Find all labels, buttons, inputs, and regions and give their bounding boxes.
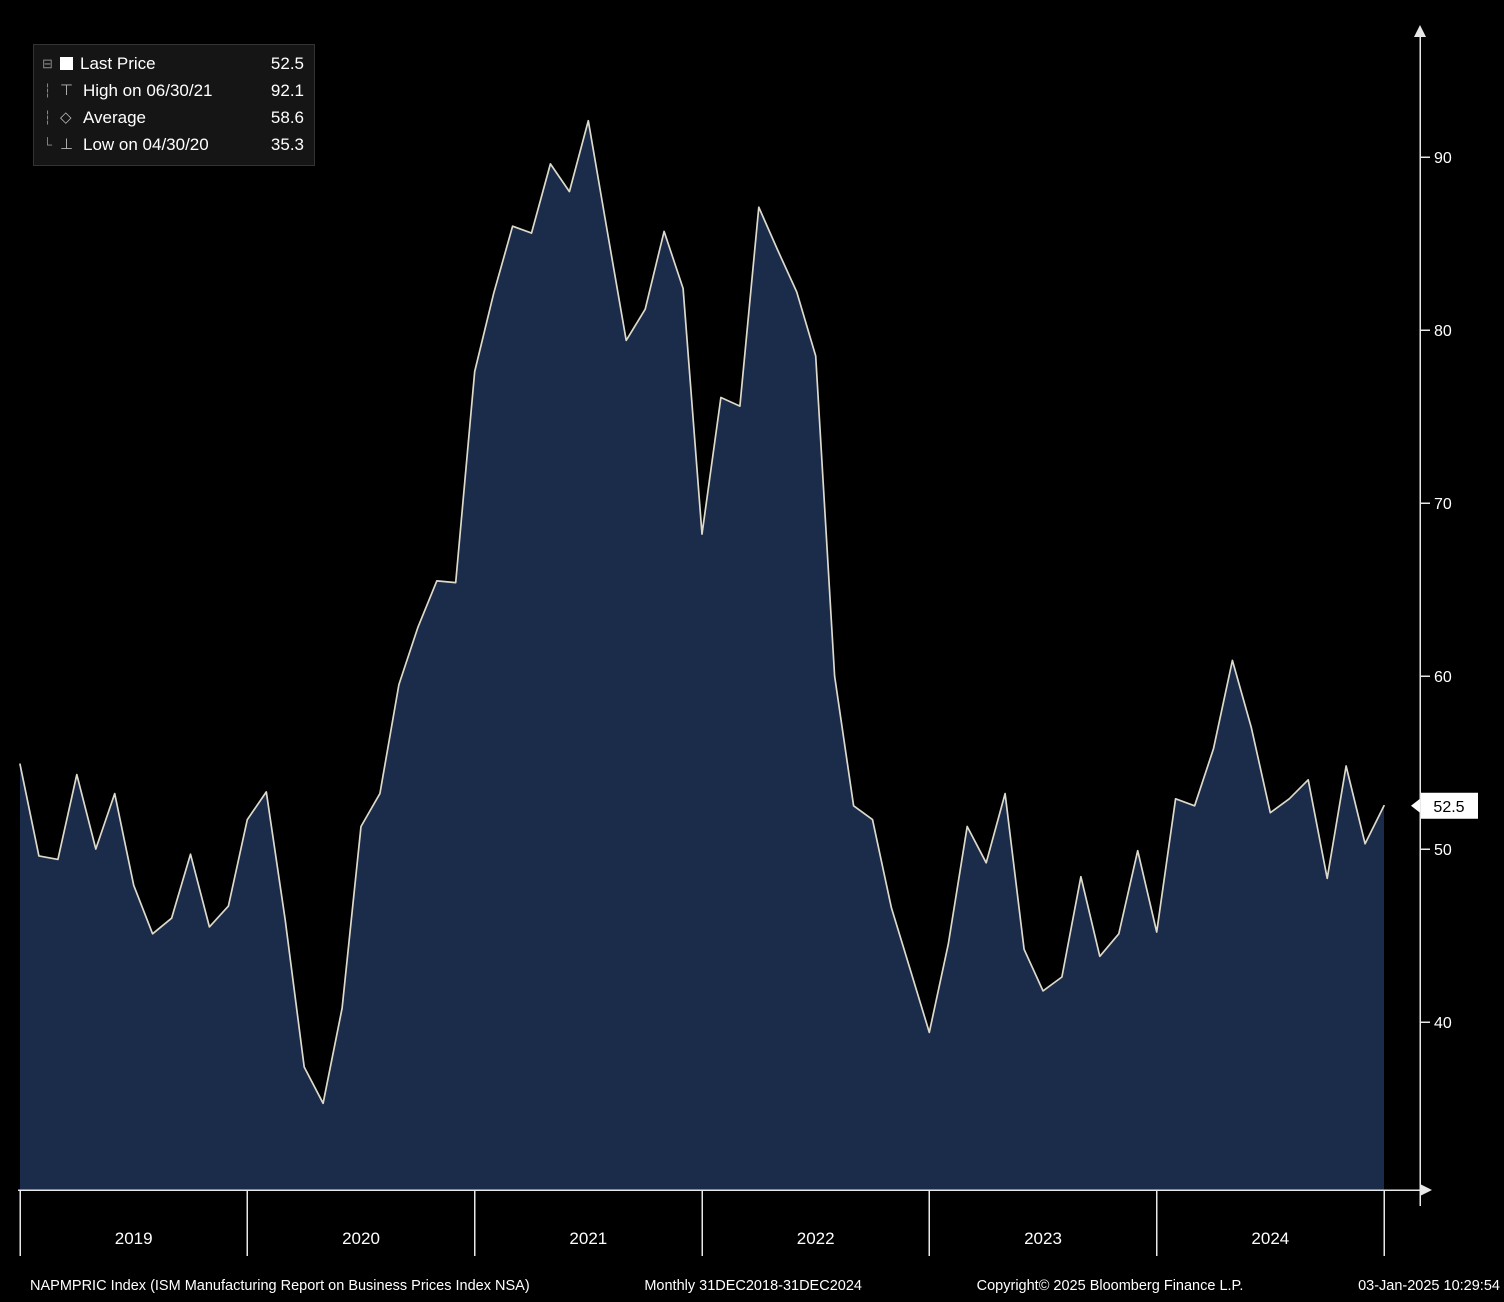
y-axis-arrow-icon bbox=[1414, 25, 1426, 37]
x-year-label: 2019 bbox=[115, 1229, 153, 1248]
legend-label-last-price: Last Price bbox=[80, 54, 156, 73]
x-year-label: 2020 bbox=[342, 1229, 380, 1248]
status-timestamp: 03-Jan-2025 10:29:54 bbox=[1358, 1278, 1500, 1294]
tree-line-icon: ┆ bbox=[43, 83, 52, 98]
y-tick-label: 70 bbox=[1434, 496, 1452, 513]
y-tick-label: 40 bbox=[1434, 1015, 1452, 1032]
tree-corner-icon: └ bbox=[42, 137, 53, 152]
legend-label-average: Average bbox=[83, 108, 147, 127]
x-axis-arrow-icon bbox=[1420, 1184, 1432, 1196]
area-series bbox=[20, 120, 1384, 1191]
legend-value-high: 92.1 bbox=[270, 81, 304, 100]
average-marker-icon: ◇ bbox=[60, 109, 72, 126]
legend-label-high: High on 06/30/21 bbox=[83, 81, 213, 100]
last-price-pointer-icon bbox=[1411, 798, 1420, 813]
line-series bbox=[19, 119, 1385, 1105]
low-marker-icon: ⊥ bbox=[60, 136, 74, 153]
high-marker-icon: ⊤ bbox=[60, 82, 74, 99]
collapse-icon[interactable]: ⊟ bbox=[42, 56, 53, 71]
y-tick-label: 60 bbox=[1434, 669, 1452, 686]
tree-line-icon: ┆ bbox=[43, 110, 52, 125]
status-copyright: Copyright© 2025 Bloomberg Finance L.P. bbox=[976, 1278, 1244, 1294]
legend-row-average[interactable]: ┆ ◇ Average 58.6 bbox=[39, 104, 306, 131]
legend-row-high[interactable]: ┆ ⊤ High on 06/30/21 92.1 bbox=[39, 77, 306, 104]
legend-value-last-price: 52.5 bbox=[270, 54, 304, 73]
status-periodicity: Monthly 31DEC2018-31DEC2024 bbox=[644, 1278, 862, 1294]
y-tick-label: 50 bbox=[1434, 842, 1452, 859]
x-year-label: 2022 bbox=[797, 1229, 835, 1248]
x-year-label: 2021 bbox=[569, 1229, 607, 1248]
legend-value-low: 35.3 bbox=[270, 135, 304, 154]
last-price-badge bbox=[1421, 792, 1478, 819]
last-price-swatch bbox=[60, 57, 73, 70]
x-year-label: 2023 bbox=[1024, 1229, 1062, 1248]
legend-row-last-price[interactable]: ⊟ Last Price 52.5 bbox=[39, 50, 306, 77]
status-bar: NAPMPRIC Index (ISM Manufacturing Report… bbox=[30, 1278, 1500, 1294]
legend-label-low: Low on 04/30/20 bbox=[83, 135, 209, 154]
y-tick-label: 90 bbox=[1434, 150, 1452, 167]
chart-legend: ⊟ Last Price 52.5 ┆ ⊤ High on 06/30/21 9… bbox=[33, 44, 315, 166]
last-price-badge-label: 52.5 bbox=[1433, 799, 1464, 816]
x-year-label: 2024 bbox=[1251, 1229, 1289, 1248]
legend-value-average: 58.6 bbox=[270, 108, 304, 127]
status-security-description: NAPMPRIC Index (ISM Manufacturing Report… bbox=[30, 1278, 530, 1294]
legend-row-low[interactable]: └ ⊥ Low on 04/30/20 35.3 bbox=[39, 131, 306, 158]
y-tick-label: 80 bbox=[1434, 323, 1452, 340]
